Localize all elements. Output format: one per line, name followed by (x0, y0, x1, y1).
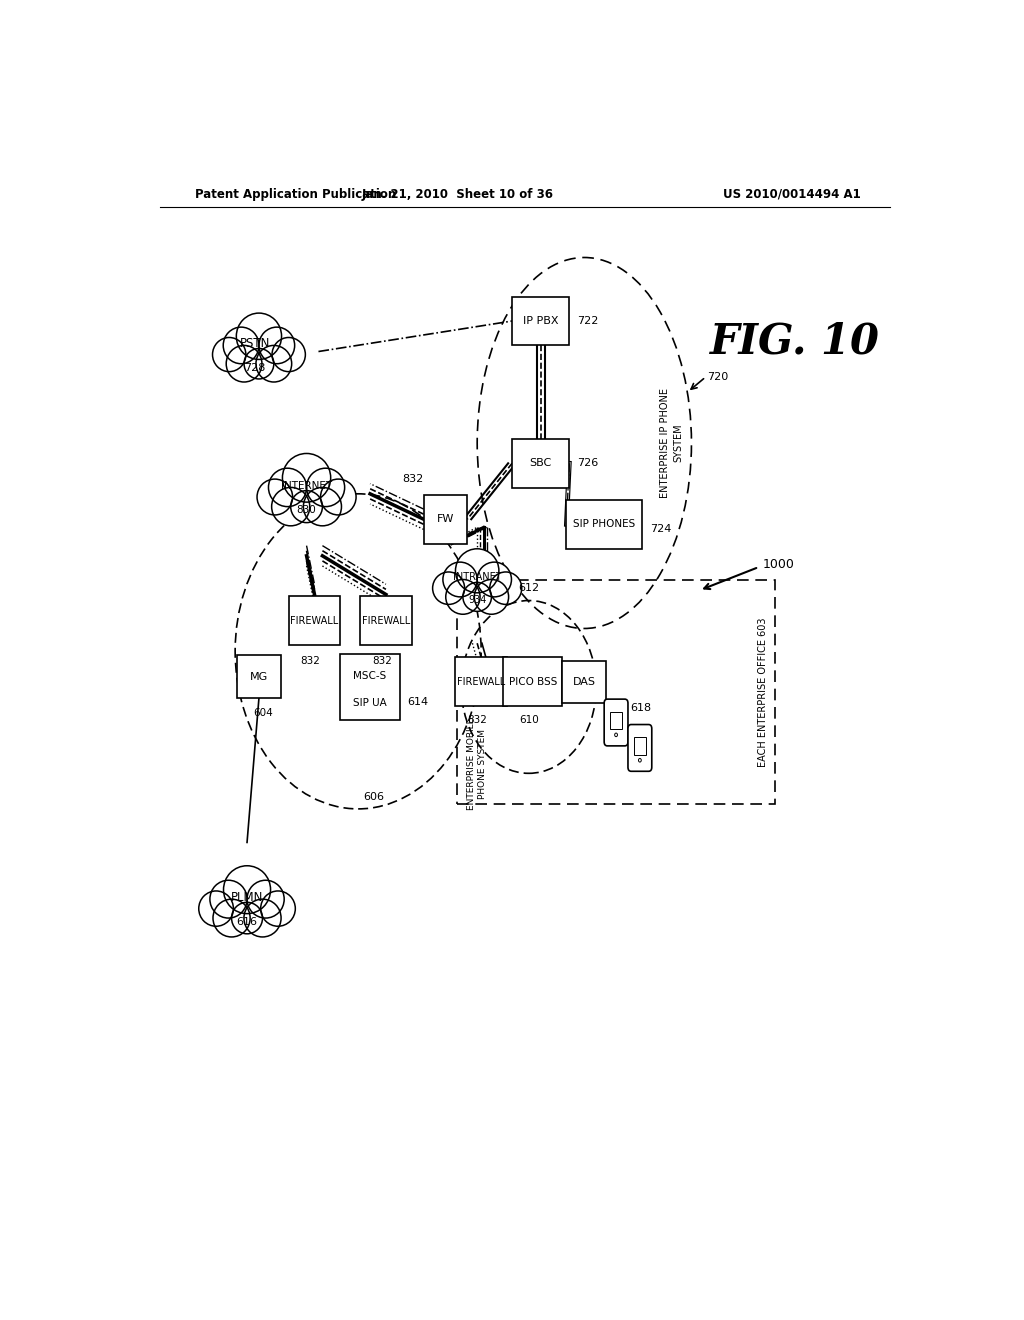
Text: MG: MG (250, 672, 268, 681)
Ellipse shape (259, 327, 295, 364)
Ellipse shape (256, 346, 292, 381)
Text: 832: 832 (401, 474, 423, 483)
Ellipse shape (291, 491, 323, 523)
Ellipse shape (257, 479, 293, 515)
Ellipse shape (306, 469, 345, 507)
Ellipse shape (244, 348, 273, 379)
Text: 830: 830 (297, 506, 316, 515)
Text: PSTN: PSTN (240, 337, 270, 350)
FancyBboxPatch shape (424, 495, 467, 544)
Text: DAS: DAS (572, 677, 596, 686)
Ellipse shape (247, 880, 285, 917)
Ellipse shape (303, 487, 341, 525)
Ellipse shape (321, 479, 356, 515)
Text: PICO BSS: PICO BSS (509, 677, 557, 686)
Ellipse shape (445, 579, 480, 614)
Text: SIP PHONES: SIP PHONES (573, 519, 635, 529)
Ellipse shape (268, 469, 306, 507)
Text: 934: 934 (468, 594, 486, 605)
Ellipse shape (223, 866, 270, 913)
Text: 726: 726 (578, 458, 598, 469)
Text: 722: 722 (578, 315, 599, 326)
Text: FIREWALL: FIREWALL (457, 677, 505, 686)
Text: 612: 612 (518, 583, 540, 593)
Text: 606: 606 (364, 792, 385, 801)
Ellipse shape (226, 346, 262, 381)
Text: 618: 618 (630, 704, 651, 713)
FancyBboxPatch shape (566, 500, 642, 549)
Ellipse shape (213, 338, 246, 372)
Ellipse shape (213, 899, 250, 937)
Ellipse shape (489, 572, 522, 605)
FancyBboxPatch shape (458, 581, 775, 804)
Text: PLMN: PLMN (230, 891, 263, 904)
FancyBboxPatch shape (610, 711, 622, 729)
Text: 1000: 1000 (763, 558, 795, 572)
FancyBboxPatch shape (634, 738, 645, 755)
Text: 832: 832 (301, 656, 321, 665)
Text: 610: 610 (519, 715, 539, 726)
Text: MSC-S: MSC-S (353, 672, 387, 681)
FancyBboxPatch shape (562, 660, 606, 704)
Text: SBC: SBC (529, 458, 552, 469)
FancyBboxPatch shape (238, 656, 281, 698)
Ellipse shape (210, 880, 247, 917)
Ellipse shape (244, 899, 281, 937)
Text: ENTERPRISE MOBILE
PHONE SYSTEM: ENTERPRISE MOBILE PHONE SYSTEM (467, 718, 487, 809)
FancyBboxPatch shape (360, 597, 412, 645)
Text: FW: FW (437, 515, 454, 524)
Ellipse shape (443, 562, 477, 597)
Ellipse shape (432, 572, 465, 605)
Ellipse shape (199, 891, 233, 927)
Text: 604: 604 (253, 709, 272, 718)
Text: FIG. 10: FIG. 10 (710, 321, 880, 363)
Text: Patent Application Publication: Patent Application Publication (196, 187, 396, 201)
FancyBboxPatch shape (512, 297, 569, 346)
Text: ENTERPRISE IP PHONE
SYSTEM: ENTERPRISE IP PHONE SYSTEM (660, 388, 683, 498)
Ellipse shape (223, 327, 259, 364)
Text: 832: 832 (372, 656, 392, 665)
Text: INTRANET: INTRANET (453, 572, 502, 582)
Text: INTERNET: INTERNET (281, 480, 332, 491)
FancyBboxPatch shape (503, 657, 562, 706)
Text: IP PBX: IP PBX (523, 315, 558, 326)
FancyBboxPatch shape (456, 657, 507, 706)
Text: EACH ENTERPRISE OFFICE 603: EACH ENTERPRISE OFFICE 603 (758, 618, 768, 767)
Text: SIP UA: SIP UA (353, 698, 387, 708)
FancyBboxPatch shape (340, 653, 399, 719)
FancyBboxPatch shape (512, 440, 569, 487)
Ellipse shape (463, 582, 492, 611)
Ellipse shape (456, 549, 499, 593)
Ellipse shape (231, 903, 262, 933)
FancyBboxPatch shape (289, 597, 340, 645)
Text: 616: 616 (237, 916, 258, 927)
Text: 720: 720 (708, 372, 729, 381)
Ellipse shape (271, 487, 309, 525)
Text: 832: 832 (467, 715, 487, 726)
Text: FIREWALL: FIREWALL (361, 616, 410, 626)
Ellipse shape (474, 579, 509, 614)
Ellipse shape (237, 313, 282, 359)
Text: 614: 614 (408, 697, 429, 708)
FancyBboxPatch shape (604, 700, 628, 746)
Text: Jan. 21, 2010  Sheet 10 of 36: Jan. 21, 2010 Sheet 10 of 36 (361, 187, 553, 201)
Text: FIREWALL: FIREWALL (291, 616, 339, 626)
Ellipse shape (261, 891, 295, 927)
Text: 724: 724 (650, 524, 671, 535)
Text: US 2010/0014494 A1: US 2010/0014494 A1 (723, 187, 861, 201)
Ellipse shape (283, 454, 331, 502)
Text: 728: 728 (245, 363, 265, 372)
Ellipse shape (272, 338, 305, 372)
FancyBboxPatch shape (628, 725, 652, 771)
Ellipse shape (477, 562, 511, 597)
